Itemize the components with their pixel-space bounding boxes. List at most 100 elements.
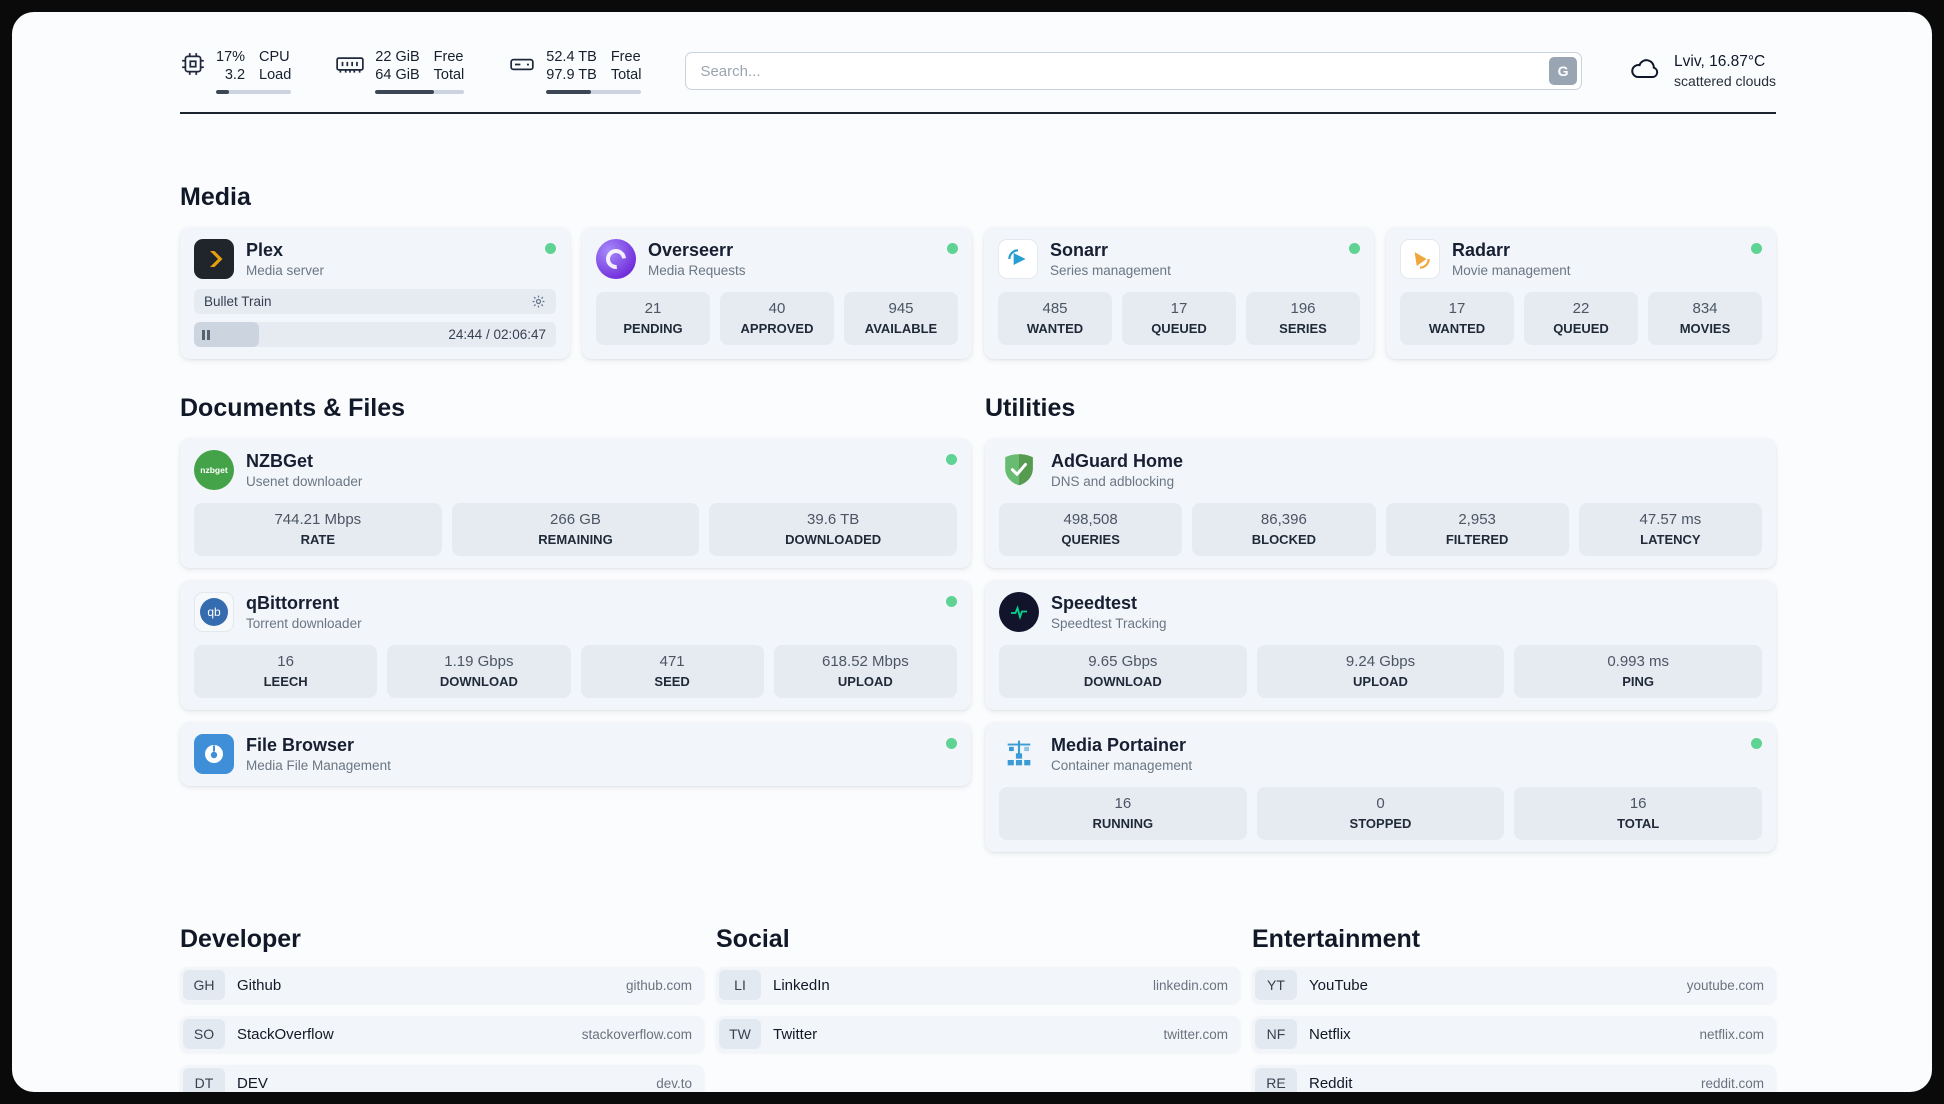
service-subtitle: Container management (1051, 758, 1193, 773)
playback-progress-bar[interactable]: 24:44 / 02:06:47 (194, 322, 556, 347)
portainer-icon (999, 734, 1039, 774)
bookmark-reddit[interactable]: RE Reddit reddit.com (1252, 1065, 1776, 1092)
stat-label: RATE (300, 532, 336, 547)
top-bar: 17% 3.2 CPU Load (180, 48, 1776, 94)
disk-widget: 52.4 TB 97.9 TB Free Total (508, 48, 642, 94)
cpu-widget: 17% 3.2 CPU Load (180, 48, 292, 94)
stat-label: UPLOAD (1353, 674, 1408, 689)
service-card-radarr[interactable]: Radarr Movie management 17 WANTED 22 QUE… (1386, 227, 1776, 359)
stat-label: QUEUED (1553, 321, 1609, 336)
stat-box: 618.52 Mbps UPLOAD (773, 645, 957, 698)
stat-box: 834 MOVIES (1648, 292, 1762, 345)
bookmark-stackoverflow[interactable]: SO StackOverflow stackoverflow.com (180, 1016, 704, 1052)
section-title-social: Social (716, 925, 790, 953)
bookmark-linkedin[interactable]: LI LinkedIn linkedin.com (716, 967, 1240, 1003)
service-card-portainer[interactable]: Media Portainer Container management 16 … (985, 722, 1776, 852)
header-divider (180, 112, 1776, 114)
bookmark-abbr: RE (1255, 1068, 1297, 1092)
pause-icon[interactable] (202, 329, 210, 340)
disk-total-value: 97.9 TB (546, 67, 597, 83)
bookmark-youtube[interactable]: YT YouTube youtube.com (1252, 967, 1776, 1003)
now-playing-row: Bullet Train (194, 289, 556, 314)
bookmark-domain: youtube.com (1686, 977, 1764, 993)
stat-box: 22 QUEUED (1524, 292, 1638, 345)
bookmark-github[interactable]: GH Github github.com (180, 967, 704, 1003)
stat-box: 9.65 Gbps DOWNLOAD (999, 645, 1247, 698)
playback-time: 24:44 / 02:06:47 (448, 327, 546, 342)
stat-value: 17 (1448, 300, 1466, 317)
bookmark-netflix[interactable]: NF Netflix netflix.com (1252, 1016, 1776, 1052)
service-name: qBittorrent (246, 593, 339, 613)
stat-value: 21 (644, 300, 662, 317)
stat-label: WANTED (1026, 321, 1084, 336)
stat-box: 21 PENDING (596, 292, 710, 345)
stat-box: 9.24 Gbps UPLOAD (1256, 645, 1505, 698)
stat-label: MOVIES (1679, 321, 1731, 336)
service-subtitle: Media Requests (648, 263, 746, 278)
disk-free-label: Free (610, 49, 641, 65)
service-card-speedtest[interactable]: Speedtest Speedtest Tracking 9.65 Gbps D… (985, 580, 1776, 710)
service-card-plex[interactable]: Plex Media server Bullet Train (180, 227, 570, 359)
service-name: Speedtest (1051, 593, 1138, 613)
memory-total-value: 64 GiB (375, 67, 420, 83)
stat-label: LEECH (263, 674, 308, 689)
stat-label: AVAILABLE (864, 321, 938, 336)
stat-box: 266 GB REMAINING (451, 503, 700, 556)
service-card-nzbget[interactable]: nzbget NZBGet Usenet downloader 744.21 M… (180, 438, 971, 568)
stat-box: 2,953 FILTERED (1385, 503, 1569, 556)
search-input[interactable] (685, 52, 1583, 90)
gear-icon[interactable] (531, 294, 546, 309)
service-card-overseerr[interactable]: Overseerr Media Requests 21 PENDING 40 A… (582, 227, 972, 359)
status-indicator (946, 738, 957, 749)
stat-label: DOWNLOAD (439, 674, 518, 689)
memory-free-label: Free (433, 49, 464, 65)
status-indicator (946, 454, 957, 465)
service-card-sonarr[interactable]: Sonarr Series management 485 WANTED 17 Q… (984, 227, 1374, 359)
stat-box: 39.6 TB DOWNLOADED (709, 503, 957, 556)
stat-value: 47.57 ms (1639, 511, 1702, 528)
google-search-button[interactable]: G (1549, 57, 1578, 85)
memory-icon (335, 51, 365, 82)
stat-value: 39.6 TB (807, 511, 860, 528)
stat-value: 17 (1170, 300, 1188, 317)
cpu-percent: 17% (216, 49, 246, 65)
stat-box: 0.993 ms PING (1514, 645, 1762, 698)
stat-value: 945 (888, 300, 914, 317)
weather-condition: scattered clouds (1674, 73, 1776, 89)
sonarr-icon (998, 239, 1038, 279)
stat-value: 498,508 (1063, 511, 1118, 528)
bookmark-domain: netflix.com (1699, 1026, 1764, 1042)
service-name: Sonarr (1050, 240, 1109, 260)
disk-progress-bar (546, 90, 642, 94)
stat-label: PING (1622, 674, 1655, 689)
stat-value: 40 (768, 300, 786, 317)
service-name: NZBGet (246, 451, 313, 471)
stat-value: 618.52 Mbps (822, 653, 909, 670)
status-indicator (1751, 738, 1762, 749)
stat-value: 485 (1042, 300, 1068, 317)
cpu-load-label: Load (259, 67, 292, 83)
bookmark-abbr: TW (719, 1019, 761, 1049)
service-subtitle: Movie management (1452, 263, 1571, 278)
service-name: Overseerr (648, 240, 734, 260)
bookmark-abbr: LI (719, 970, 761, 1000)
bookmark-group-developer: Developer GH Github github.com SO StackO… (180, 924, 704, 1092)
bookmark-twitter[interactable]: TW Twitter twitter.com (716, 1016, 1240, 1052)
service-card-filebrowser[interactable]: File Browser Media File Management (180, 722, 971, 786)
weather-widget: Lviv, 16.87°C scattered clouds (1626, 52, 1776, 90)
bookmark-name: Netflix (1309, 1025, 1351, 1043)
stat-box: 471 SEED (580, 645, 764, 698)
qbittorrent-icon-text: qb (200, 598, 228, 626)
stat-value: 196 (1290, 300, 1316, 317)
bookmark-name: StackOverflow (237, 1025, 334, 1043)
status-indicator (545, 243, 556, 254)
bookmark-domain: reddit.com (1700, 1075, 1764, 1091)
stat-value: 834 (1692, 300, 1718, 317)
stat-box: 86,396 BLOCKED (1192, 503, 1376, 556)
bookmark-dev[interactable]: DT DEV dev.to (180, 1065, 704, 1092)
service-card-qbittorrent[interactable]: qb qBittorrent Torrent downloader 16 LEE… (180, 580, 971, 710)
service-card-adguard[interactable]: AdGuard Home DNS and adblocking 498,508 … (985, 438, 1776, 568)
bookmark-abbr: GH (183, 970, 225, 1000)
stat-label: SEED (654, 674, 690, 689)
service-name: Radarr (1452, 240, 1511, 260)
